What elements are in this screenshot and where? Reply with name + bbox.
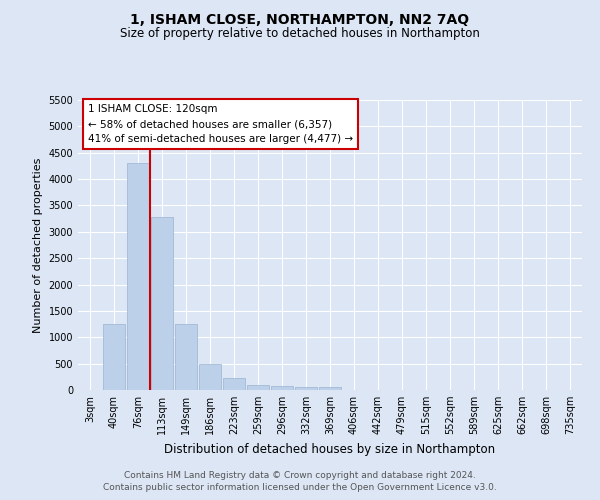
Y-axis label: Number of detached properties: Number of detached properties: [33, 158, 43, 332]
X-axis label: Distribution of detached houses by size in Northampton: Distribution of detached houses by size …: [164, 442, 496, 456]
Text: 1 ISHAM CLOSE: 120sqm
← 58% of detached houses are smaller (6,357)
41% of semi-d: 1 ISHAM CLOSE: 120sqm ← 58% of detached …: [88, 104, 353, 144]
Bar: [199, 364, 221, 390]
Bar: [271, 386, 293, 390]
Text: Contains HM Land Registry data © Crown copyright and database right 2024.
Contai: Contains HM Land Registry data © Crown c…: [103, 471, 497, 492]
Text: 1, ISHAM CLOSE, NORTHAMPTON, NN2 7AQ: 1, ISHAM CLOSE, NORTHAMPTON, NN2 7AQ: [130, 12, 470, 26]
Text: Size of property relative to detached houses in Northampton: Size of property relative to detached ho…: [120, 28, 480, 40]
Bar: [151, 217, 173, 390]
Bar: [247, 384, 269, 390]
Bar: [175, 324, 197, 390]
Bar: [295, 387, 317, 390]
Bar: [127, 164, 149, 390]
Bar: [223, 378, 245, 390]
Bar: [319, 388, 341, 390]
Bar: [103, 324, 125, 390]
